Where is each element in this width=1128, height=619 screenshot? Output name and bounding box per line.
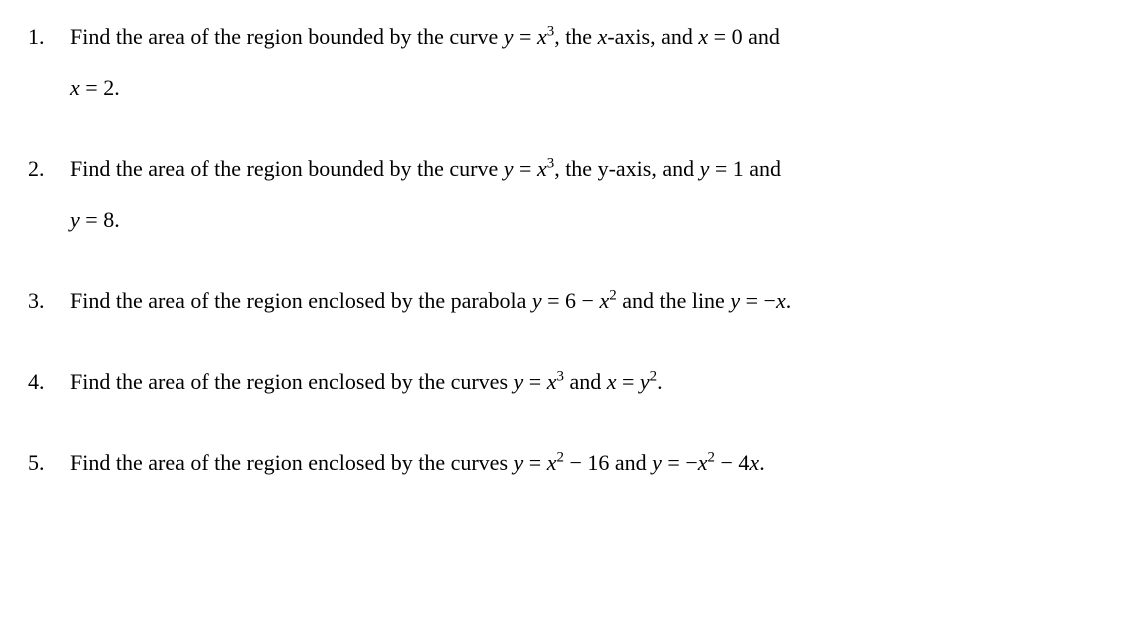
math-num: − 16 — [564, 450, 609, 475]
text-run: Find the area of the region enclosed by … — [70, 369, 514, 394]
math-var: x — [598, 24, 608, 49]
text-run: Find the area of the region enclosed by … — [70, 288, 532, 313]
math-num: − 4 — [715, 450, 749, 475]
text-run: . — [786, 288, 792, 313]
math-var: y — [514, 450, 524, 475]
math-var: x — [537, 156, 547, 181]
text-run: and the line — [617, 288, 731, 313]
text-run: and — [743, 24, 780, 49]
line-1: Find the area of the region bounded by t… — [70, 152, 1100, 185]
line-1: Find the area of the region enclosed by … — [70, 284, 1100, 317]
text-run: Find the area of the region bounded by t… — [70, 156, 504, 181]
math-num: 6 − — [565, 288, 599, 313]
math-var: y — [532, 288, 542, 313]
problem-number: 1. — [28, 20, 70, 104]
text-run: = — [616, 369, 639, 394]
text-run: . — [114, 207, 120, 232]
math-var: x — [698, 450, 708, 475]
text-run: = — [662, 450, 685, 475]
math-var: y — [504, 24, 514, 49]
text-run: . — [114, 75, 120, 100]
math-var: y — [70, 207, 80, 232]
math-var: y — [700, 156, 710, 181]
text-run: = — [80, 207, 103, 232]
problem-3: 3. Find the area of the region enclosed … — [28, 284, 1100, 317]
text-run: and — [744, 156, 781, 181]
problem-4: 4. Find the area of the region enclosed … — [28, 365, 1100, 398]
text-run: Find the area of the region enclosed by … — [70, 450, 514, 475]
math-num: 8 — [103, 207, 114, 232]
problem-number: 3. — [28, 284, 70, 317]
math-var: y — [514, 369, 524, 394]
math-num: − — [764, 288, 776, 313]
text-run: = — [542, 288, 565, 313]
math-var: x — [547, 450, 557, 475]
text-run: = — [709, 156, 732, 181]
line-1: Find the area of the region bounded by t… — [70, 20, 1100, 53]
problem-number: 4. — [28, 365, 70, 398]
text-run: = — [514, 24, 537, 49]
text-run: = — [80, 75, 103, 100]
math-num: 1 — [733, 156, 744, 181]
math-var: y — [640, 369, 650, 394]
problem-text: Find the area of the region enclosed by … — [70, 284, 1100, 317]
problem-text: Find the area of the region enclosed by … — [70, 446, 1100, 479]
text-run: , the — [554, 24, 597, 49]
exponent: 3 — [556, 369, 563, 385]
math-var: x — [537, 24, 547, 49]
text-run: , the y-axis, and — [554, 156, 699, 181]
line-1: Find the area of the region enclosed by … — [70, 365, 1100, 398]
problem-2: 2. Find the area of the region bounded b… — [28, 152, 1100, 236]
text-run: = — [523, 369, 546, 394]
text-run: = — [523, 450, 546, 475]
text-run: and — [564, 369, 607, 394]
problem-5: 5. Find the area of the region enclosed … — [28, 446, 1100, 479]
line-2: y = 8. — [70, 203, 1100, 236]
exponent: 2 — [708, 450, 715, 466]
text-run: . — [657, 369, 663, 394]
line-1: Find the area of the region enclosed by … — [70, 446, 1100, 479]
math-var: y — [652, 450, 662, 475]
math-var: y — [730, 288, 740, 313]
text-run: Find the area of the region bounded by t… — [70, 24, 504, 49]
math-var: x — [776, 288, 786, 313]
math-var: y — [504, 156, 514, 181]
text-run: -axis, and — [607, 24, 698, 49]
math-var: x — [70, 75, 80, 100]
math-var: x — [599, 288, 609, 313]
math-var: x — [547, 369, 557, 394]
text-run: and — [609, 450, 652, 475]
math-var: x — [749, 450, 759, 475]
math-num: − — [685, 450, 697, 475]
math-var: x — [698, 24, 708, 49]
text-run: = — [514, 156, 537, 181]
text-run: = — [708, 24, 731, 49]
problem-number: 2. — [28, 152, 70, 236]
text-run: . — [759, 450, 765, 475]
text-run: = — [740, 288, 763, 313]
problem-1: 1. Find the area of the region bounded b… — [28, 20, 1100, 104]
math-num: 2 — [103, 75, 114, 100]
line-2: x = 2. — [70, 71, 1100, 104]
problem-text: Find the area of the region bounded by t… — [70, 152, 1100, 236]
problem-number: 5. — [28, 446, 70, 479]
exponent: 2 — [556, 450, 563, 466]
math-num: 0 — [732, 24, 743, 49]
problem-text: Find the area of the region bounded by t… — [70, 20, 1100, 104]
exponent: 2 — [609, 288, 616, 304]
problem-text: Find the area of the region enclosed by … — [70, 365, 1100, 398]
